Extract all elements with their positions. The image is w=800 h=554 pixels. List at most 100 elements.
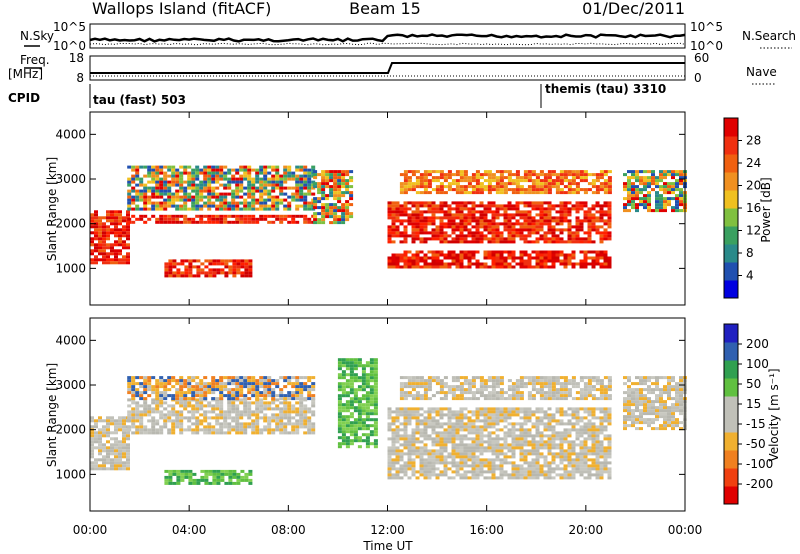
data-cell <box>211 388 216 392</box>
data-cell <box>369 391 374 395</box>
data-cell <box>271 183 276 187</box>
colorbar-segment <box>724 136 738 155</box>
data-cell <box>567 213 572 217</box>
data-cell <box>172 271 177 275</box>
data-cell <box>303 198 308 202</box>
data-cell <box>239 382 244 386</box>
data-cell <box>515 385 520 389</box>
data-cell <box>199 180 204 184</box>
data-cell <box>547 425 552 429</box>
data-cell <box>527 391 532 395</box>
data-cell <box>159 428 164 432</box>
data-cell <box>527 191 532 195</box>
data-cell <box>219 382 224 386</box>
data-cell <box>499 173 504 177</box>
data-cell <box>471 470 476 474</box>
data-cell <box>579 219 584 223</box>
data-cell <box>283 198 288 202</box>
data-cell <box>463 222 468 226</box>
data-cell <box>415 234 420 238</box>
data-cell <box>543 470 548 474</box>
data-cell <box>423 425 428 429</box>
data-cell <box>216 478 221 482</box>
data-cell <box>279 192 284 196</box>
data-cell <box>531 440 536 444</box>
data-cell <box>317 200 322 204</box>
data-cell <box>407 382 412 386</box>
data-cell <box>345 409 350 413</box>
data-cell <box>583 262 588 266</box>
data-cell <box>303 217 308 221</box>
data-cell <box>283 214 288 218</box>
data-cell <box>535 204 540 208</box>
data-cell <box>531 191 536 195</box>
data-cell <box>659 179 663 183</box>
data-cell <box>179 379 184 383</box>
data-cell <box>139 382 144 386</box>
data-cell <box>423 170 428 174</box>
data-cell <box>583 416 588 420</box>
data-cell <box>291 382 296 386</box>
data-cell <box>503 170 508 174</box>
data-cell <box>495 397 500 401</box>
data-cell <box>471 413 476 417</box>
data-cell <box>527 476 532 480</box>
data-cell <box>403 470 408 474</box>
data-cell <box>183 168 188 172</box>
data-cell <box>243 428 248 432</box>
data-cell <box>102 255 106 259</box>
data-cell <box>159 397 164 401</box>
data-cell <box>519 385 524 389</box>
data-cell <box>575 470 580 474</box>
data-cell <box>571 256 576 260</box>
data-cell <box>607 231 612 235</box>
data-cell <box>603 170 608 174</box>
data-cell <box>483 225 488 229</box>
data-cell <box>643 170 647 174</box>
data-cell <box>507 422 512 426</box>
data-cell <box>163 394 168 398</box>
data-cell <box>431 428 436 432</box>
data-cell <box>239 398 244 402</box>
data-cell <box>559 231 564 235</box>
data-cell <box>471 431 476 435</box>
data-cell <box>147 189 152 193</box>
data-cell <box>499 464 504 468</box>
data-cell <box>259 376 264 380</box>
data-cell <box>207 171 212 175</box>
data-cell <box>126 467 130 471</box>
data-cell <box>171 404 176 408</box>
data-cell <box>167 379 172 383</box>
data-cell <box>663 176 667 180</box>
data-cell <box>267 177 272 181</box>
data-cell <box>167 174 172 178</box>
data-cell <box>263 192 268 196</box>
data-cell <box>511 425 516 429</box>
data-cell <box>579 458 584 462</box>
data-cell <box>491 259 496 263</box>
data-cell <box>208 259 213 263</box>
data-cell <box>467 391 472 395</box>
data-cell <box>423 434 428 438</box>
data-cell <box>94 464 98 468</box>
data-cell <box>543 473 548 477</box>
data-cell <box>503 210 508 214</box>
data-cell <box>523 222 528 226</box>
data-cell <box>267 189 272 193</box>
data-cell <box>507 443 512 447</box>
data-cell <box>321 203 326 207</box>
data-cell <box>507 219 512 223</box>
data-cell <box>211 407 216 411</box>
data-cell <box>191 410 196 414</box>
data-cell <box>365 403 370 407</box>
data-cell <box>395 219 400 223</box>
data-cell <box>463 376 468 380</box>
data-cell <box>575 228 580 232</box>
data-cell <box>623 206 627 210</box>
data-cell <box>395 410 400 414</box>
data-cell <box>515 407 520 411</box>
data-cell <box>523 452 528 456</box>
data-cell <box>599 473 604 477</box>
data-cell <box>151 388 156 392</box>
data-cell <box>551 259 556 263</box>
